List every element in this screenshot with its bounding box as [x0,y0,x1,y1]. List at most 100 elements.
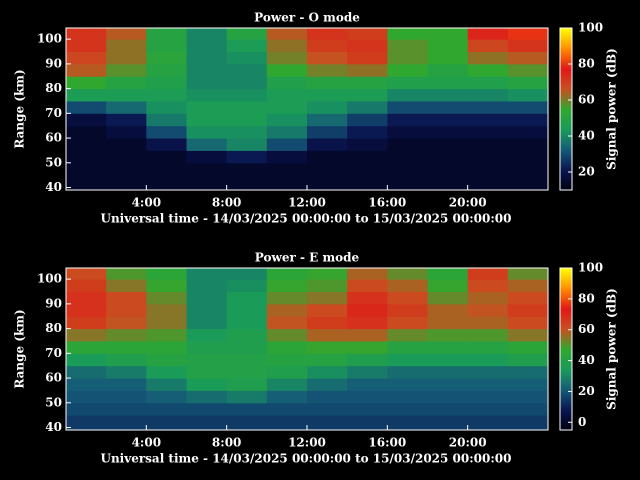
heatmap-cell [427,39,469,52]
heatmap-cell [226,76,268,90]
heatmap-cell [387,63,428,77]
colorbar-segment [560,130,572,133]
heatmap-cell [266,316,308,330]
heatmap-cell [186,88,228,102]
x-tick-label: 20:00 [449,436,487,450]
colorbar-segment [560,420,572,423]
heatmap-cell [427,88,469,102]
y-tick-label: 80 [45,321,62,335]
heatmap-cell [186,268,228,280]
colorbar-segment [560,52,572,55]
heatmap-cell [387,303,428,317]
heatmap-cell [387,138,428,151]
heatmap-cell [387,402,428,416]
heatmap-cell [226,378,268,391]
heatmap-cell [66,88,107,102]
heatmap-cell [226,28,268,40]
heatmap-cell [467,63,509,77]
heatmap-cell [106,51,147,65]
heatmap-cell [146,39,187,52]
colorbar-segment [560,418,572,421]
heatmap-cell [347,402,388,416]
colorbar-segment [560,86,572,89]
heatmap-cell [347,175,388,191]
heatmap-cell [66,353,107,367]
heatmap-cell [387,268,428,280]
heatmap-cell [66,150,107,164]
colorbar-segment [560,56,572,59]
heatmap-cell [427,138,469,151]
colorbar-segment [560,144,572,147]
heatmap-cell [106,291,147,305]
heatmap-cell [507,51,549,65]
heatmap-cell [387,353,428,367]
heatmap-cell [347,63,388,77]
heatmap-cell [307,316,348,330]
colorbar-segment [560,132,572,135]
heatmap-cell [387,291,428,305]
heatmap-cell [146,390,187,404]
colorbar-segment [560,84,572,87]
x-tick-label: 8:00 [212,196,241,210]
colorbar-segment [560,186,572,189]
colorbar-segment [560,346,572,349]
colorbar-segment [560,124,572,127]
heatmap-cell [146,63,187,77]
colorbar-segment [560,312,572,315]
heatmap-cell [427,175,469,191]
heatmap-cell [467,162,509,176]
heatmap-cell [347,340,388,354]
colorbar-segment [560,380,572,383]
colorbar-segment [560,426,572,429]
heatmap-cell [146,125,187,139]
heatmap-cell [347,162,388,176]
heatmap-cell [387,365,428,379]
heatmap-cell [226,279,268,292]
heatmap-cell [106,402,147,416]
heatmap-cell [106,279,147,292]
heatmap-cell [186,340,228,354]
heatmap-cell [467,138,509,151]
heatmap-cell [146,175,187,191]
heatmap-cell [347,113,388,127]
heatmap-cell [427,113,469,127]
heatmap-cell [347,125,388,139]
colorbar-frame [559,267,573,431]
heatmap-cell [507,39,549,52]
heatmap-cell [427,51,469,65]
heatmap-cell [146,150,187,164]
colorbar-segment [560,284,572,287]
y-tick-label: 40 [45,180,62,194]
colorbar-segment [560,292,572,295]
colorbar-segment [560,376,572,379]
colorbar-segment [560,394,572,397]
heatmap-cell [347,28,388,40]
colorbar-segment [560,348,572,351]
x-axis-label: Universal time - 14/03/2025 00:00:00 to … [100,212,511,226]
heatmap-cell [186,51,228,65]
heatmap-cell [266,415,308,431]
heatmap-cell [266,162,308,176]
heatmap-cell [387,88,428,102]
heatmap-cell [467,175,509,191]
heatmap-cell [106,150,147,164]
colorbar-segment [560,322,572,325]
colorbar-frame [559,27,573,191]
heatmap-cell [66,125,107,139]
colorbar-segment [560,334,572,337]
colorbar-segment [560,402,572,405]
heatmap-cell [347,303,388,317]
heatmap-cell [226,328,268,342]
heatmap-cell [427,402,469,416]
heatmap-cell [186,175,228,191]
colorbar-segment [560,128,572,131]
heatmap-cell [266,279,308,292]
heatmap-cell [507,353,549,367]
heatmap-cell [226,365,268,379]
colorbar-segment [560,328,572,331]
colorbar-segment [560,310,572,313]
heatmap-cell [507,340,549,354]
heatmap-cell [467,378,509,391]
heatmap-cell [467,303,509,317]
